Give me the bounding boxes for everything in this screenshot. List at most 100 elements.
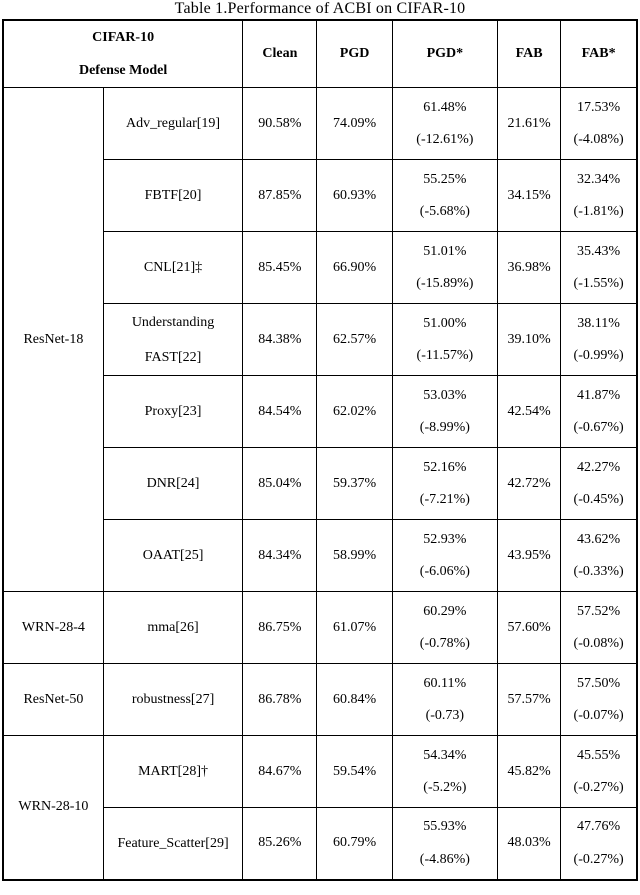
arch-cell-resnet18: ResNet-18: [2, 87, 104, 592]
table-caption: Table 1.Performance of ACBI on CIFAR-10: [174, 0, 466, 17]
cell-pgd-star: 51.00% (-11.57%): [391, 303, 499, 376]
pgd-star-value: 60.11%: [423, 675, 467, 691]
fab-star-delta: (-0.45%): [573, 492, 624, 507]
cell-pgd: 60.79%: [316, 807, 393, 880]
cell-model: CNL[21]‡: [102, 231, 244, 304]
pgd-star-value: 51.00%: [423, 315, 467, 331]
fab-star-delta: (-4.08%): [573, 132, 624, 147]
cell-pgd-star: 61.48% (-12.61%): [391, 87, 499, 160]
header-col-pgd: PGD: [316, 19, 393, 88]
fab-star-value: 57.52%: [577, 603, 621, 619]
pgd-star-value: 55.25%: [423, 171, 467, 187]
arch-cell-wrn2810: WRN-28-10: [2, 735, 104, 880]
cell-clean: 84.54%: [242, 375, 318, 448]
fab-star-delta: (-0.08%): [573, 636, 624, 651]
arch-cell-resnet50: ResNet-50: [2, 663, 104, 736]
fab-star-value: 43.62%: [577, 531, 621, 547]
fab-star-delta: (-0.27%): [573, 780, 624, 795]
fab-star-delta: (-0.33%): [573, 564, 624, 579]
fab-star-value: 17.53%: [577, 99, 621, 115]
pgd-star-delta: (-4.86%): [419, 851, 470, 867]
header-dataset-label: CIFAR-10: [92, 29, 155, 45]
fab-star-value: 35.43%: [577, 243, 621, 259]
header-col-pgd-star: PGD*: [391, 19, 499, 88]
pgd-star-delta: (-8.99%): [419, 420, 470, 435]
cell-pgd: 74.09%: [316, 87, 393, 160]
cell-model: Understanding FAST[22]: [102, 303, 244, 376]
cell-fab: 48.03%: [497, 807, 562, 880]
pgd-star-delta: (-0.73): [425, 708, 465, 723]
pgd-star-delta: (-5.68%): [419, 204, 470, 219]
results-table: CIFAR-10 Defense Model Clean PGD PGD* FA…: [2, 19, 638, 881]
cell-fab-star: 35.43% (-1.55%): [560, 231, 638, 304]
table-row: Understanding FAST[22] 84.38% 62.57% 51.…: [3, 303, 638, 376]
cell-pgd: 62.57%: [316, 303, 393, 376]
cell-clean: 85.04%: [242, 447, 318, 520]
pgd-star-delta: (-6.06%): [419, 564, 470, 579]
pgd-star-delta: (-5.2%): [423, 780, 467, 795]
header-corner-cell: CIFAR-10 Defense Model: [2, 19, 244, 88]
table-row: OAAT[25] 84.34% 58.99% 52.93% (-6.06%) 4…: [3, 519, 638, 592]
pgd-star-value: 53.03%: [423, 387, 467, 403]
cell-fab: 57.57%: [497, 663, 562, 736]
cell-clean: 85.45%: [242, 231, 318, 304]
fab-star-value: 38.11%: [577, 315, 620, 331]
fab-star-value: 42.27%: [577, 459, 621, 475]
pgd-star-value: 61.48%: [423, 99, 467, 115]
fab-star-delta: (-0.67%): [573, 420, 624, 435]
pgd-star-delta: (-7.21%): [419, 492, 470, 507]
header-defense-model-label: Defense Model: [78, 63, 168, 78]
fab-star-delta: (-0.27%): [573, 851, 624, 867]
cell-fab: 42.54%: [497, 375, 562, 448]
cell-pgd: 62.02%: [316, 375, 393, 448]
header-col-fab-star: FAB*: [560, 19, 638, 88]
cell-pgd-star: 55.25% (-5.68%): [391, 159, 499, 232]
cell-fab: 21.61%: [497, 87, 562, 160]
fab-star-value: 45.55%: [577, 747, 621, 763]
cell-model: robustness[27]: [102, 663, 244, 736]
arch-cell-wrn284: WRN-28-4: [2, 591, 104, 664]
cell-pgd-star: 51.01% (-15.89%): [391, 231, 499, 304]
pgd-star-delta: (-11.57%): [416, 348, 474, 363]
pgd-star-delta: (-15.89%): [416, 276, 474, 291]
header-row: CIFAR-10 Defense Model Clean PGD PGD* FA…: [2, 19, 638, 88]
cell-fab: 43.95%: [497, 519, 562, 592]
fab-star-delta: (-0.07%): [573, 708, 624, 723]
cell-model: DNR[24]: [102, 447, 244, 520]
cell-pgd: 59.37%: [316, 447, 393, 520]
fab-star-delta: (-1.55%): [573, 276, 624, 291]
cell-pgd: 66.90%: [316, 231, 393, 304]
cell-clean: 85.26%: [242, 807, 318, 880]
cell-model: mma[26]: [102, 591, 244, 664]
cell-fab-star: 43.62% (-0.33%): [560, 519, 638, 592]
cell-pgd-star: 52.93% (-6.06%): [391, 519, 499, 592]
pgd-star-delta: (-12.61%): [416, 132, 474, 147]
pgd-star-value: 55.93%: [423, 819, 467, 835]
header-col-clean: Clean: [242, 19, 318, 88]
cell-fab: 39.10%: [497, 303, 562, 376]
cell-model: Proxy[23]: [102, 375, 244, 448]
table-row: Feature_Scatter[29] 85.26% 60.79% 55.93%…: [3, 807, 638, 880]
cell-pgd: 60.84%: [316, 663, 393, 736]
cell-clean: 84.38%: [242, 303, 318, 376]
table-row: Proxy[23] 84.54% 62.02% 53.03% (-8.99%) …: [3, 375, 638, 448]
table-row: WRN-28-4 mma[26] 86.75% 61.07% 60.29% (-…: [2, 591, 638, 664]
cell-model: MART[28]†: [102, 735, 244, 808]
cell-fab: 45.82%: [497, 735, 562, 808]
cell-model: FBTF[20]: [102, 159, 244, 232]
cell-fab-star: 47.76% (-0.27%): [560, 807, 638, 880]
table-row: ResNet-18 Adv_regular[19] 90.58% 74.09% …: [2, 87, 638, 592]
fab-star-delta: (-0.99%): [573, 348, 624, 363]
fab-star-delta: (-1.81%): [573, 204, 624, 219]
cell-pgd-star: 52.16% (-7.21%): [391, 447, 499, 520]
cell-fab-star: 38.11% (-0.99%): [560, 303, 638, 376]
cell-fab-star: 32.34% (-1.81%): [560, 159, 638, 232]
pgd-star-value: 52.16%: [423, 459, 467, 475]
cell-fab-star: 57.50% (-0.07%): [560, 663, 638, 736]
fab-star-value: 57.50%: [577, 675, 621, 691]
cell-fab-star: 42.27% (-0.45%): [560, 447, 638, 520]
cell-fab-star: 41.87% (-0.67%): [560, 375, 638, 448]
cell-pgd: 61.07%: [316, 591, 393, 664]
fab-star-value: 32.34%: [577, 171, 621, 187]
